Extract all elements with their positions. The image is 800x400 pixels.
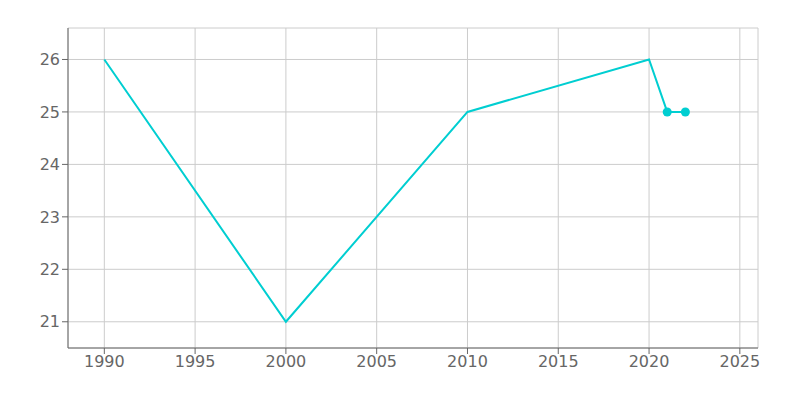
svg-text:1990: 1990 — [84, 352, 125, 371]
svg-text:2000: 2000 — [266, 352, 307, 371]
svg-text:22: 22 — [40, 260, 60, 279]
svg-text:23: 23 — [40, 208, 60, 227]
svg-text:2005: 2005 — [356, 352, 397, 371]
svg-text:26: 26 — [40, 50, 60, 69]
svg-text:25: 25 — [40, 103, 60, 122]
svg-text:2010: 2010 — [447, 352, 488, 371]
svg-text:24: 24 — [40, 155, 60, 174]
svg-text:2025: 2025 — [719, 352, 760, 371]
svg-text:2015: 2015 — [538, 352, 579, 371]
svg-text:2020: 2020 — [629, 352, 670, 371]
svg-text:1995: 1995 — [175, 352, 216, 371]
svg-text:21: 21 — [40, 312, 60, 331]
